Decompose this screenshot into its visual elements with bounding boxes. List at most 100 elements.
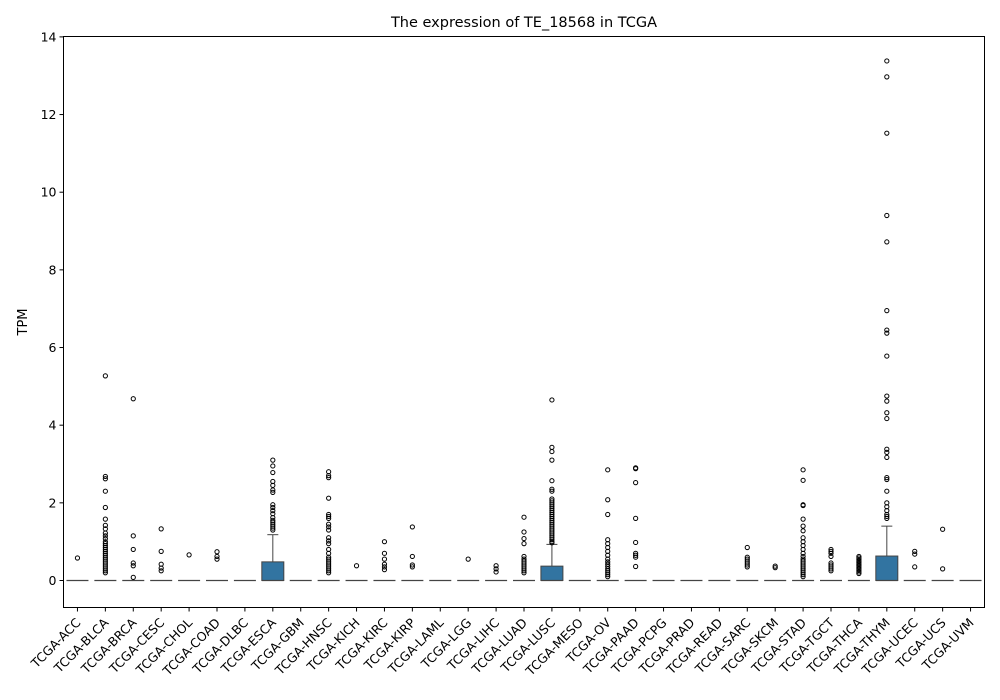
outlier-point — [130, 546, 136, 553]
outlier-point — [102, 473, 108, 480]
outlier-point — [74, 555, 81, 561]
outlier-point — [521, 570, 527, 576]
outlier-point — [633, 466, 639, 472]
outlier-point — [800, 572, 806, 578]
outlier-point — [605, 511, 611, 518]
outlier-point — [186, 552, 192, 558]
box-tcga-kirc — [373, 539, 396, 582]
y-tick-label: 0 — [49, 573, 57, 588]
outlier-point — [409, 562, 415, 568]
box-tcga-ucs — [931, 526, 954, 582]
outlier-point — [158, 548, 164, 554]
outlier-point — [130, 563, 136, 569]
outlier-point — [884, 327, 890, 333]
outlier-point — [633, 563, 639, 570]
outlier-point — [326, 541, 332, 547]
y-axis: 0 2 4 6 8 10 12 14 — [41, 29, 64, 588]
outlier-point — [326, 475, 332, 481]
outlier-point — [102, 373, 108, 379]
box-tcga-blca — [94, 373, 117, 582]
outlier-point — [800, 528, 806, 534]
y-tick-label: 10 — [41, 185, 57, 200]
outlier-point — [102, 488, 108, 494]
outlier-point — [800, 502, 806, 509]
outlier-point — [884, 488, 890, 494]
outlier-point — [800, 523, 806, 529]
outlier-point — [884, 130, 890, 136]
outlier-point — [270, 527, 276, 533]
outlier-point — [130, 560, 136, 566]
box-tcga-kich — [345, 563, 368, 582]
outlier-point — [884, 515, 890, 521]
outlier-point — [493, 566, 499, 572]
outlier-point — [884, 74, 890, 80]
outlier-point — [633, 515, 639, 521]
outlier-point — [633, 539, 639, 546]
outlier-point — [130, 396, 136, 402]
outlier-point — [270, 457, 276, 463]
outlier-point — [521, 514, 527, 520]
outlier-point — [633, 554, 639, 560]
outlier-point — [912, 551, 918, 557]
outlier-point — [158, 526, 164, 532]
box-tcga-skcm — [764, 563, 787, 582]
box-tcga-lusc — [540, 397, 564, 582]
outlier-point — [828, 553, 834, 560]
outlier-point — [326, 535, 332, 541]
box-tcga-thca — [847, 553, 870, 582]
outlier-point — [828, 548, 834, 554]
outlier-point — [214, 549, 220, 555]
box-tcga-hnsc — [317, 469, 340, 582]
outlier-point — [549, 457, 555, 463]
outlier-point — [102, 533, 108, 539]
outlier-point — [884, 353, 890, 359]
outlier-point — [828, 566, 834, 572]
box-tcga-coad — [206, 549, 228, 582]
outlier-point — [214, 556, 220, 562]
box-tcga-cesc — [150, 526, 173, 582]
box-tcga-stad — [792, 467, 815, 582]
outlier-point — [940, 526, 946, 532]
outlier-point — [884, 513, 890, 520]
outlier-point — [381, 564, 388, 570]
outlier-point — [884, 449, 890, 455]
iqr-box — [875, 555, 899, 582]
outlier-point — [884, 410, 890, 416]
outlier-point — [884, 239, 890, 245]
outlier-point — [549, 486, 555, 492]
box-tcga-thym — [875, 58, 899, 582]
outlier-point — [912, 564, 918, 570]
outlier-point — [326, 515, 332, 521]
outlier-point — [270, 487, 276, 493]
outlier-point — [521, 541, 527, 547]
outlier-point — [884, 398, 890, 404]
box-tcga-luad — [513, 514, 535, 582]
box-tcga-ucec — [903, 548, 926, 582]
box-tcga-brca — [122, 396, 145, 582]
outlier-point — [381, 567, 388, 573]
outlier-point — [549, 537, 555, 543]
outlier-point — [884, 58, 890, 64]
outlier-point — [493, 563, 499, 569]
outlier-point — [744, 562, 750, 568]
outlier-point — [744, 564, 750, 570]
outlier-point — [800, 550, 806, 556]
outlier-point — [549, 397, 555, 403]
box-tcga-acc — [66, 555, 89, 582]
outlier-point — [605, 574, 611, 580]
outlier-point — [102, 522, 108, 528]
iqr-box — [261, 561, 285, 581]
outlier-point — [102, 530, 108, 536]
outlier-point — [326, 568, 332, 574]
outlier-point — [158, 568, 164, 574]
outlier-point — [549, 448, 555, 455]
outlier-point — [800, 477, 806, 483]
y-tick-label: 8 — [49, 262, 57, 277]
outlier-point — [800, 516, 806, 522]
outlier-point — [326, 521, 332, 527]
outlier-point — [549, 488, 555, 494]
outlier-point — [521, 535, 527, 542]
outlier-point — [912, 548, 918, 554]
outlier-point — [940, 566, 946, 572]
outlier-point — [381, 550, 388, 556]
